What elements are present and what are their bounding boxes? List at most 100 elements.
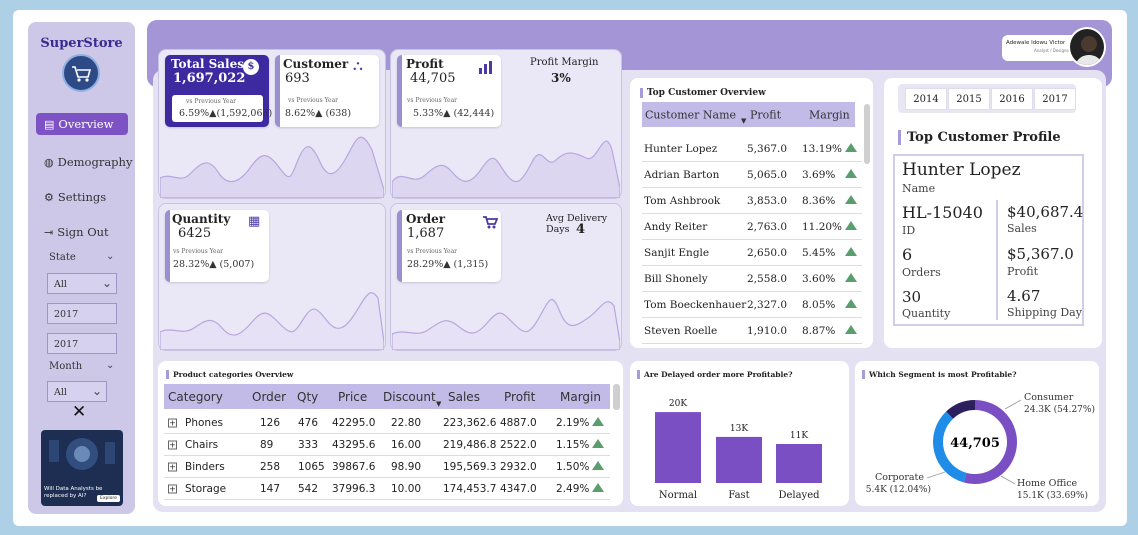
col-margin[interactable]: Margin xyxy=(560,389,601,404)
year-2016[interactable]: 2016 xyxy=(991,88,1033,110)
up-arrow-icon xyxy=(845,142,857,155)
segment-chart-title: Which Segment is most Profitable? xyxy=(862,370,1017,379)
profit-trend-area xyxy=(392,140,620,198)
table-row[interactable]: Sanjit Engle 2,650.0 5.45% xyxy=(642,240,862,266)
bar-delayed[interactable] xyxy=(776,444,822,483)
sales-cell: 219,486.8 xyxy=(443,439,497,451)
col-order[interactable]: Order xyxy=(252,389,287,404)
overview-icon: ▤ xyxy=(44,117,55,131)
discount-cell: 10.00 xyxy=(391,483,422,495)
profile-profit-label: Profit xyxy=(1007,265,1039,278)
table-row[interactable]: + Binders 258 1065 39867.6 98.90 195,569.3 2932… xyxy=(164,457,610,478)
donut-slice-consumer[interactable] xyxy=(963,400,1017,484)
state-label: State xyxy=(49,252,76,263)
col-profit[interactable]: Profit xyxy=(504,389,536,404)
col-price[interactable]: Price xyxy=(338,389,368,404)
margin-cell: 1.15% xyxy=(556,439,590,451)
expand-icon[interactable]: + xyxy=(168,462,177,472)
month-select[interactable]: All ⌄ xyxy=(47,381,107,402)
table-row[interactable]: + Storage 147 542 37996.3 10.00 174,453.7 4347.… xyxy=(164,479,610,500)
customer-value: 693 xyxy=(285,71,310,86)
quantity-card[interactable]: Quantity 6425 ▦ vs Previous Year 28.32%▲… xyxy=(165,210,269,282)
donut-segment-value: 15.1K (33.69%) xyxy=(1017,490,1088,501)
nav-settings[interactable]: ⚙ Settings xyxy=(36,186,128,208)
customer-name-cell: Andy Reiter xyxy=(644,220,708,233)
sort-desc-icon[interactable]: ▼ xyxy=(741,117,747,125)
price-cell: 37996.3 xyxy=(332,483,376,495)
col-sales[interactable]: Sales xyxy=(448,389,480,404)
nav-overview[interactable]: ▤ Overview xyxy=(36,113,128,135)
state-chevron-icon[interactable]: ⌄ xyxy=(106,251,115,262)
order-card[interactable]: Order 1,687 vs Previous Year 28.29%▲ (1,… xyxy=(397,210,501,282)
profit-title: Profit xyxy=(406,57,444,71)
month-chevron-icon[interactable]: ⌄ xyxy=(106,360,115,371)
quantity-title: Quantity xyxy=(172,212,231,226)
customer-name-cell: Hunter Lopez xyxy=(644,142,718,155)
customer-name-cell: Bill Shonely xyxy=(644,272,708,285)
col-discount[interactable]: Discount xyxy=(383,389,436,404)
col-customer-name[interactable]: Customer Name xyxy=(645,108,737,121)
clear-filter-button[interactable]: ✕ xyxy=(72,402,87,422)
col-category[interactable]: Category xyxy=(168,389,223,404)
order-cell: 258 xyxy=(260,461,281,473)
customer-name-cell: Steven Roelle xyxy=(644,324,718,337)
customer-title: Customer xyxy=(283,57,349,71)
top-customer-title: Top Customer Overview xyxy=(640,88,766,98)
col-profit[interactable]: Profit xyxy=(750,108,782,121)
margin-cell: 1.50% xyxy=(556,461,590,473)
nav-demography[interactable]: ◍ Demography xyxy=(36,151,132,173)
year-2015[interactable]: 2015 xyxy=(948,88,990,110)
donut-slice-corporate[interactable] xyxy=(946,400,975,419)
price-cell: 43295.6 xyxy=(332,439,376,451)
top-customer-scrollbar[interactable] xyxy=(864,104,870,164)
profit-cell: 2932.0 xyxy=(500,461,537,473)
year-2014[interactable]: 2014 xyxy=(905,88,947,110)
customer-profit-cell: 2,327.0 xyxy=(747,298,788,311)
table-row[interactable]: Tom Ashbrook 3,853.0 8.36% xyxy=(642,188,862,214)
expand-icon[interactable]: + xyxy=(168,440,177,450)
table-row[interactable]: Hunter Lopez 5,367.0 13.19% xyxy=(642,136,862,162)
year-to-input[interactable]: 2017 xyxy=(47,333,117,354)
delayed-chart-title: Are Delayed order more Profitable? xyxy=(637,370,793,379)
donut-segment-value: 5.4K (12.04%) xyxy=(866,484,931,495)
user-role: Analyst / Designer xyxy=(1034,48,1071,53)
product-scrollbar[interactable] xyxy=(613,384,620,410)
total-sales-card[interactable]: Total Sales 1,697,022 $ vs Previous Year… xyxy=(165,55,273,127)
customer-margin-cell: 3.69% xyxy=(802,168,836,181)
bar-value-label: 13K xyxy=(730,424,748,434)
profit-card[interactable]: Profit 44,705 vs Previous Year 5.33%▲ (4… xyxy=(397,55,501,127)
table-row[interactable]: Andy Reiter 2,763.0 11.20% xyxy=(642,214,862,240)
nav-signout[interactable]: ⇥ Sign Out xyxy=(36,221,128,243)
quantity-value: 6425 xyxy=(178,226,212,241)
gear-icon: ⚙ xyxy=(44,190,54,204)
col-qty[interactable]: Qty xyxy=(297,389,319,404)
boxes-icon: ▦ xyxy=(248,214,261,229)
profile-title: Top Customer Profile xyxy=(898,130,1061,145)
bar-normal[interactable] xyxy=(655,412,701,483)
expand-icon[interactable]: + xyxy=(168,484,177,494)
bar-fast[interactable] xyxy=(716,436,762,483)
up-arrow-icon xyxy=(592,461,604,473)
table-row[interactable]: + Chairs 89 333 43295.6 16.00 219,486.8 2522.0 1… xyxy=(164,435,610,456)
table-row[interactable]: Bill Shonely 2,558.0 3.60% xyxy=(642,266,862,292)
table-row[interactable]: + Phones 126 476 42295.0 22.80 223,362.6 4887.0… xyxy=(164,413,610,434)
promo-card[interactable]: Will Data Analysts be replaced by AI? Ex… xyxy=(41,430,123,506)
table-row[interactable]: Adrian Barton 5,065.0 3.69% xyxy=(642,162,862,188)
sales-change: 6.59%▲(1,592,063) xyxy=(179,108,273,119)
year-from-input[interactable]: 2017 xyxy=(47,303,117,324)
year-2017[interactable]: 2017 xyxy=(1034,88,1076,110)
qty-cell: 542 xyxy=(298,483,319,495)
col-margin[interactable]: Margin xyxy=(809,108,850,121)
avatar[interactable] xyxy=(1068,27,1106,67)
category-cell: Binders xyxy=(185,461,225,473)
donut-slice-home-office[interactable] xyxy=(933,411,967,483)
month-label: Month xyxy=(49,361,83,372)
state-select[interactable]: All ⌄ xyxy=(47,273,117,294)
sort-desc-icon[interactable]: ▼ xyxy=(436,400,442,408)
expand-icon[interactable]: + xyxy=(168,418,177,428)
customer-card[interactable]: Customer 693 ⛬ vs Previous Year 8.62%▲ (… xyxy=(275,55,379,127)
table-row[interactable]: Steven Roelle 1,910.0 8.87% xyxy=(642,318,862,344)
promo-button[interactable]: Explore xyxy=(97,495,120,502)
table-row[interactable]: Tom Boeckenhauer 2,327.0 8.05% xyxy=(642,292,862,318)
profile-card xyxy=(893,154,1084,326)
